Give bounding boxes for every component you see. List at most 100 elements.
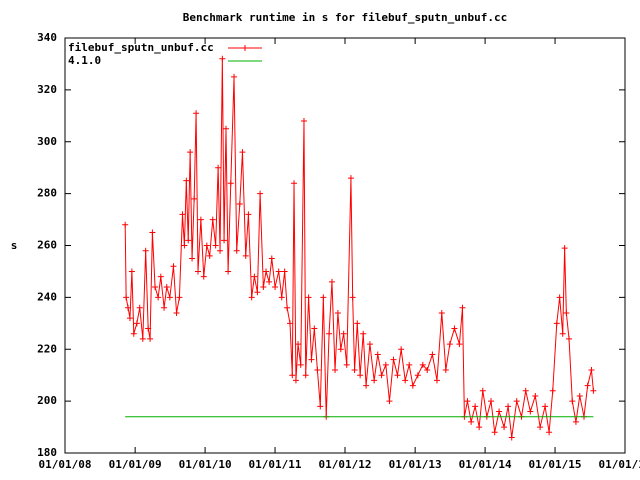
point-marker [398,346,405,353]
point-marker [183,177,190,184]
point-marker [275,268,282,275]
point-marker [386,398,393,405]
point-marker [546,429,553,436]
point-marker [311,325,318,332]
point-marker [239,149,246,156]
point-marker [292,377,299,384]
point-marker [221,237,228,244]
point-marker [508,434,515,441]
legend-marker [242,45,248,51]
point-marker [433,377,440,384]
y-tick-label: 240 [37,290,57,303]
point-marker [139,335,146,342]
point-marker [242,252,249,259]
point-marker [295,341,302,348]
point-marker [142,247,149,254]
point-marker [155,294,162,301]
point-marker [181,242,188,249]
y-tick-label: 200 [37,394,57,407]
point-marker [195,268,202,275]
point-marker [332,367,339,373]
x-tick-label: 01/01/12 [319,458,372,471]
point-marker [438,309,445,316]
series-line [124,58,594,438]
point-marker [374,351,381,358]
x-tick-label: 01/01/10 [179,458,232,471]
point-marker [231,73,238,80]
y-tick-label: 300 [37,135,57,148]
point-marker [157,273,164,280]
point-marker [496,408,503,415]
point-marker [147,335,154,342]
point-marker [561,245,568,252]
point-marker [382,361,389,368]
point-marker [166,294,173,301]
x-tick-label: 01/01/08 [39,458,92,471]
point-marker [354,320,361,327]
point-marker [549,387,556,394]
point-marker [197,216,204,223]
point-marker [145,325,152,332]
x-tick-label: 01/01/15 [529,458,582,471]
y-tick-label: 280 [37,187,57,200]
point-marker [442,367,449,373]
x-tick-label: 01/01/14 [459,458,512,471]
point-marker [170,263,177,270]
point-marker [257,190,264,197]
point-marker [363,382,370,389]
point-marker [163,284,170,290]
point-marker [347,175,354,182]
chart-title: Benchmark runtime in s for filebuf_sputn… [183,11,508,24]
point-marker [289,372,296,379]
point-marker [260,284,267,290]
point-marker [161,304,168,311]
point-marker [414,372,421,379]
point-marker [566,335,573,342]
point-marker [133,320,140,327]
point-marker [588,367,595,373]
legend-label: filebuf_sputn_unbuf.cc [68,41,214,54]
point-marker [522,387,529,394]
point-marker [152,284,159,290]
point-marker [320,294,327,301]
point-marker [286,320,293,327]
point-marker [130,330,137,337]
point-marker [337,346,344,353]
point-marker [189,255,196,262]
point-marker [263,268,270,275]
point-marker [125,304,132,311]
point-marker [590,387,597,394]
point-marker [203,242,210,249]
point-marker [563,309,570,316]
point-marker [222,125,229,132]
point-marker [212,242,219,249]
point-marker [187,149,194,156]
point-marker [281,268,288,275]
point-marker [451,325,458,332]
point-marker [357,372,364,379]
point-marker [464,398,471,405]
point-marker [176,294,183,301]
point-marker [291,180,298,187]
point-marker [284,304,291,311]
point-marker [136,304,143,311]
point-marker [305,294,312,301]
point-marker [378,372,385,379]
point-marker [556,294,563,301]
y-tick-label: 260 [37,239,57,252]
point-marker [406,361,413,368]
point-marker [505,403,512,410]
point-marker [200,273,207,280]
point-marker [479,387,486,394]
point-marker [513,398,520,405]
point-marker [468,418,475,425]
point-marker [308,356,315,363]
point-marker [491,429,498,436]
point-marker [334,309,341,316]
point-marker [300,118,307,124]
y-tick-label: 220 [37,342,57,355]
y-tick-label: 340 [37,31,57,44]
point-marker [326,330,333,337]
point-marker [542,403,549,410]
point-marker [219,55,226,62]
